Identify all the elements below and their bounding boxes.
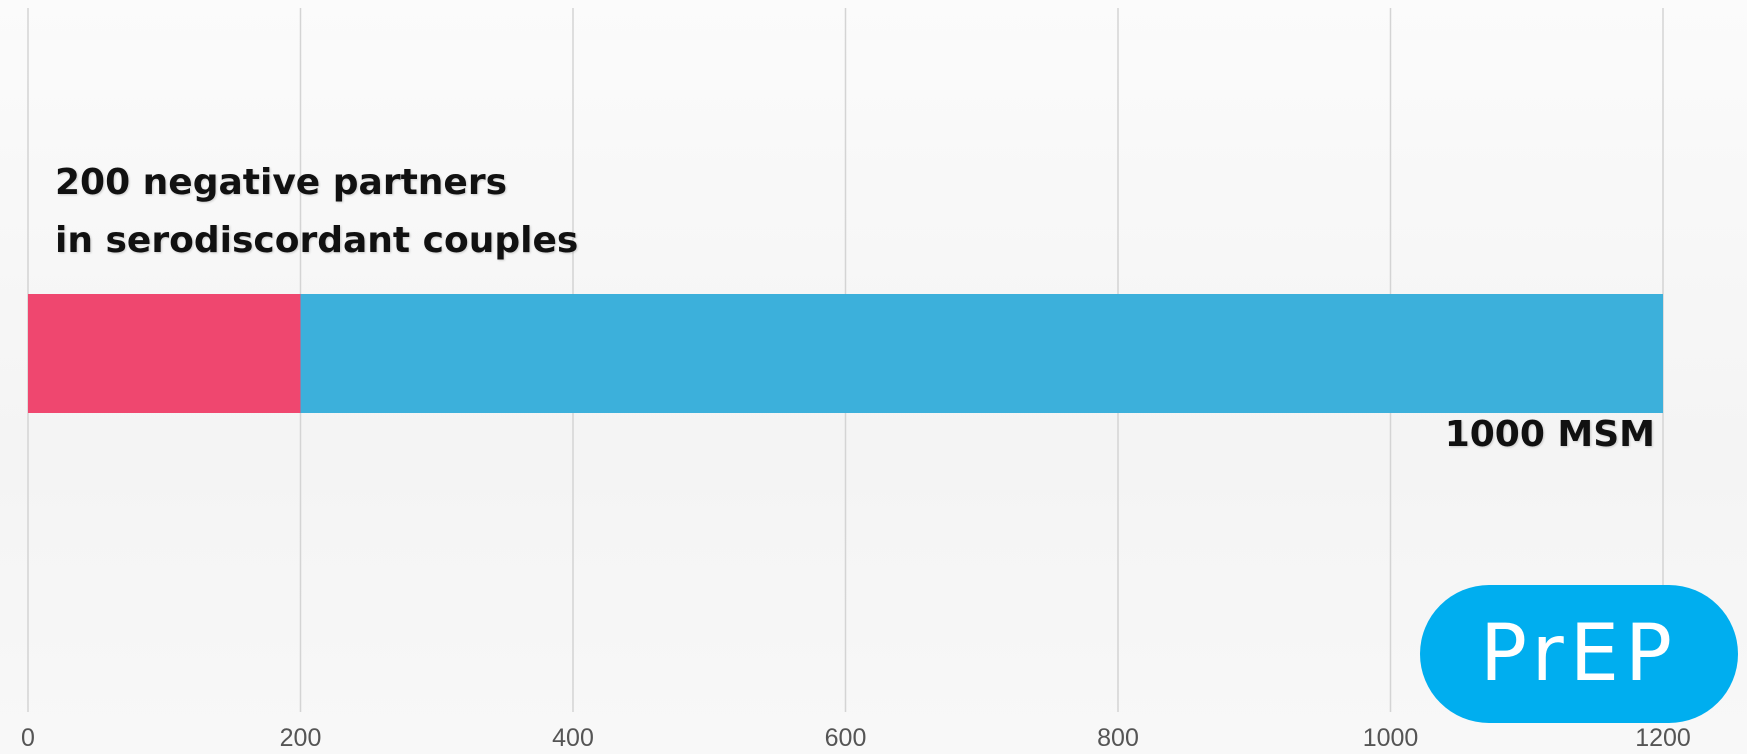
x-tick-label-200: 200 xyxy=(280,724,322,752)
x-tick-label-1000: 1000 xyxy=(1363,724,1419,752)
x-tick-label-600: 600 xyxy=(825,724,867,752)
bar-segment-1 xyxy=(28,294,301,413)
prep-logo-badge: PrEP xyxy=(1420,585,1738,723)
x-tick-label-1200: 1200 xyxy=(1635,724,1691,752)
annotation-line-2: in serodiscordant couples xyxy=(55,220,579,261)
x-tick-label-0: 0 xyxy=(21,724,35,752)
negative-partners-annotation: 200 negative partners in serodiscordant … xyxy=(55,154,578,270)
prep-logo-text: PrEP xyxy=(1479,609,1679,699)
x-tick-label-800: 800 xyxy=(1097,724,1139,752)
msm-annotation: 1000 MSM xyxy=(1444,414,1655,455)
bar-segment-2 xyxy=(300,294,1663,413)
x-tick-label-400: 400 xyxy=(552,724,594,752)
annotation-line-1: 200 negative partners xyxy=(55,162,508,203)
